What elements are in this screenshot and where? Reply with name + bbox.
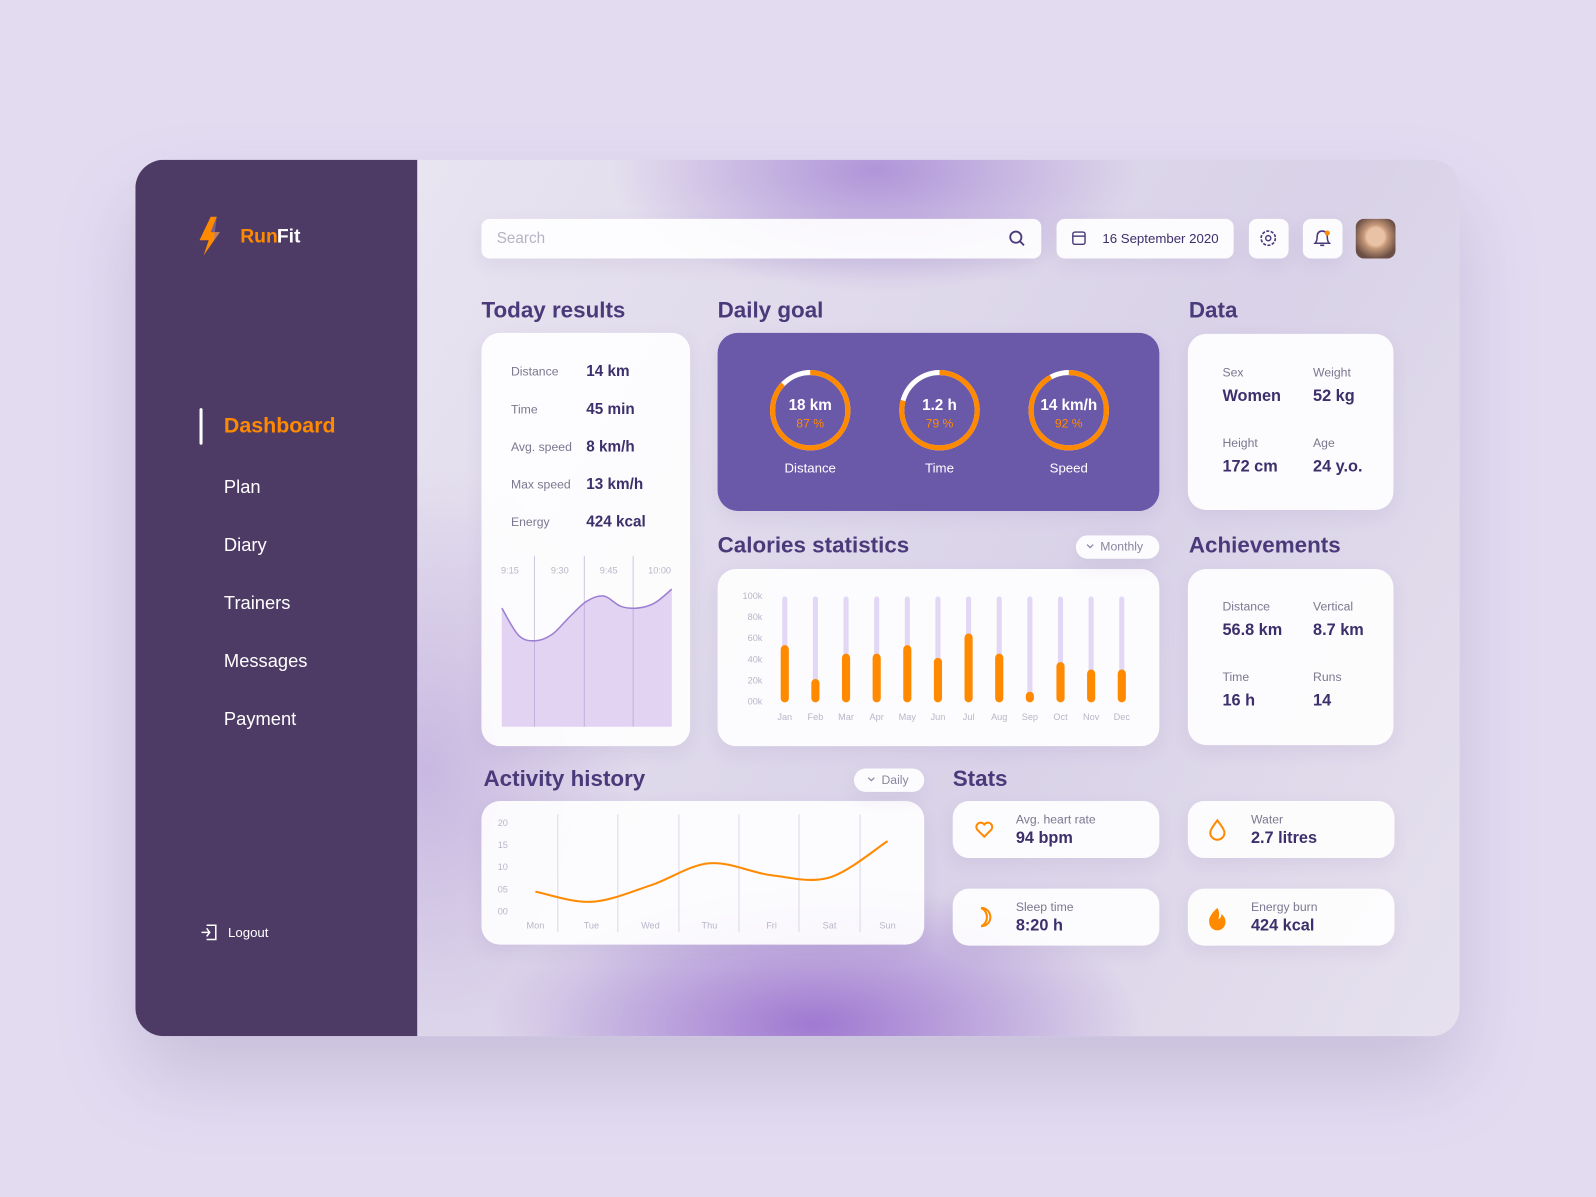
item-label: Vertical <box>1313 599 1354 614</box>
brand-second: Fit <box>276 225 301 248</box>
logout[interactable]: Logout <box>228 924 269 940</box>
stat-label: Water <box>1250 812 1284 827</box>
item-value: Women <box>1222 387 1281 406</box>
period: Monthly <box>1100 539 1144 554</box>
result-label: Avg. speed <box>510 439 572 454</box>
date-box[interactable] <box>1056 218 1234 259</box>
item-label: Sex <box>1222 365 1244 380</box>
sidebar <box>135 159 418 1037</box>
period: Daily <box>881 772 909 787</box>
date: 16 September 2020 <box>1102 230 1219 246</box>
item-label: Age <box>1313 435 1335 450</box>
section-title: Data <box>1188 297 1238 323</box>
nav-item[interactable]: Plan <box>223 476 261 498</box>
notifications-button[interactable] <box>1302 218 1343 259</box>
item-label: Weight <box>1313 365 1351 380</box>
achievements-card <box>1187 568 1394 746</box>
nav-active-indicator <box>199 408 203 445</box>
section-title: Activity history <box>483 765 646 791</box>
section-title: Calories statistics <box>717 532 910 558</box>
item-value: 56.8 km <box>1222 621 1283 640</box>
nav-item[interactable]: Trainers <box>223 592 291 614</box>
item-value: 24 y.o. <box>1313 458 1363 476</box>
daily-dropdown[interactable] <box>853 768 925 792</box>
settings-button[interactable] <box>1248 218 1289 259</box>
stat-value: 2.7 litres <box>1250 829 1318 847</box>
item-value: 16 h <box>1222 692 1256 710</box>
item-label: Height <box>1222 435 1258 450</box>
item-value: 172 cm <box>1222 458 1278 476</box>
item-label: Runs <box>1313 669 1342 685</box>
section-title: Achievements <box>1188 532 1341 558</box>
section-title: Stats <box>952 765 1008 791</box>
stat-label: Energy burn <box>1250 899 1318 915</box>
nav-item[interactable]: Dashboard <box>223 414 336 438</box>
search-box[interactable] <box>481 218 1042 259</box>
item-label: Time <box>1222 669 1250 685</box>
today-results-card <box>481 332 691 747</box>
item-value: 14 <box>1313 692 1332 710</box>
activity-card <box>481 801 925 945</box>
stat-label: Sleep time <box>1015 899 1074 915</box>
calories-card <box>717 568 1160 747</box>
nav-item[interactable]: Messages <box>223 650 308 672</box>
nav-item[interactable]: Diary <box>223 534 267 556</box>
search-placeholder: Search <box>496 229 546 247</box>
result-value: 13 km/h <box>586 475 644 494</box>
result-label: Distance <box>510 364 559 379</box>
result-value: 45 min <box>586 400 635 418</box>
section-title: Daily goal <box>717 297 824 323</box>
result-label: Time <box>510 402 538 417</box>
brand-first: Run <box>240 225 278 248</box>
item-label: Distance <box>1222 599 1270 614</box>
data-card <box>1187 333 1394 510</box>
stat-value: 94 bpm <box>1015 829 1073 847</box>
avatar[interactable] <box>1355 218 1396 259</box>
result-value: 8 km/h <box>586 438 635 456</box>
monthly-dropdown[interactable] <box>1075 535 1160 559</box>
daily-goal-card <box>717 332 1160 511</box>
result-value: 14 km <box>586 362 630 381</box>
nav-item[interactable]: Payment <box>223 708 297 730</box>
stat-label: Avg. heart rate <box>1015 812 1096 827</box>
item-value: 52 kg <box>1313 387 1355 406</box>
result-label: Energy <box>510 515 550 530</box>
result-value: 424 kcal <box>586 513 646 531</box>
result-label: Max speed <box>510 477 571 492</box>
stat-value: 8:20 h <box>1015 917 1063 935</box>
section-title: Today results <box>481 297 626 323</box>
stat-value: 424 kcal <box>1250 917 1315 935</box>
item-value: 8.7 km <box>1313 621 1364 640</box>
